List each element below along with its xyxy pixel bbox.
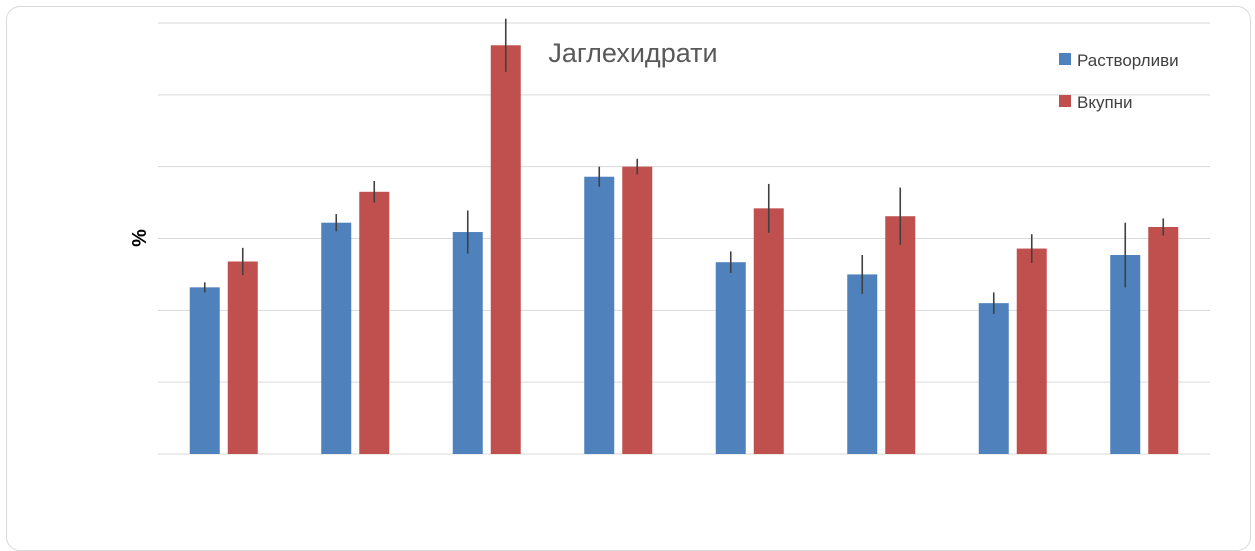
- bar-rastvorlivi-4: [584, 176, 615, 454]
- bar-vkupni-1: [227, 261, 258, 454]
- bar-rastvorlivi-5: [715, 262, 746, 454]
- legend-label-rastvorlivi: Растворливи: [1077, 51, 1179, 70]
- bar-rastvorlivi-7: [978, 303, 1009, 454]
- legend: Растворливи Вкупни: [1059, 51, 1179, 112]
- bar-vkupni-2: [359, 191, 390, 454]
- bar-chart: Јаглехидрати % Растворливи Вкупни: [129, 18, 1210, 455]
- chart-title: Јаглехидрати: [548, 38, 717, 68]
- bar-rastvorlivi-3: [452, 232, 483, 454]
- y-axis-label: %: [129, 229, 151, 247]
- bar-vkupni-7: [1016, 248, 1047, 454]
- bar-vkupni-5: [753, 208, 784, 454]
- legend-swatch-rastvorlivi: [1059, 53, 1071, 65]
- bar-vkupni-8: [1148, 227, 1179, 454]
- bars: [189, 45, 1179, 454]
- error-bars: [203, 18, 1165, 314]
- legend-swatch-vkupni: [1059, 95, 1071, 107]
- bar-rastvorlivi-2: [321, 222, 352, 454]
- legend-label-vkupni: Вкупни: [1077, 93, 1133, 112]
- bar-vkupni-3: [490, 45, 521, 454]
- bar-vkupni-6: [885, 216, 916, 454]
- bar-rastvorlivi-1: [189, 287, 220, 454]
- bar-vkupni-4: [622, 166, 653, 454]
- gridlines: [158, 22, 1210, 455]
- bar-rastvorlivi-8: [1110, 255, 1141, 454]
- bar-rastvorlivi-6: [847, 274, 878, 454]
